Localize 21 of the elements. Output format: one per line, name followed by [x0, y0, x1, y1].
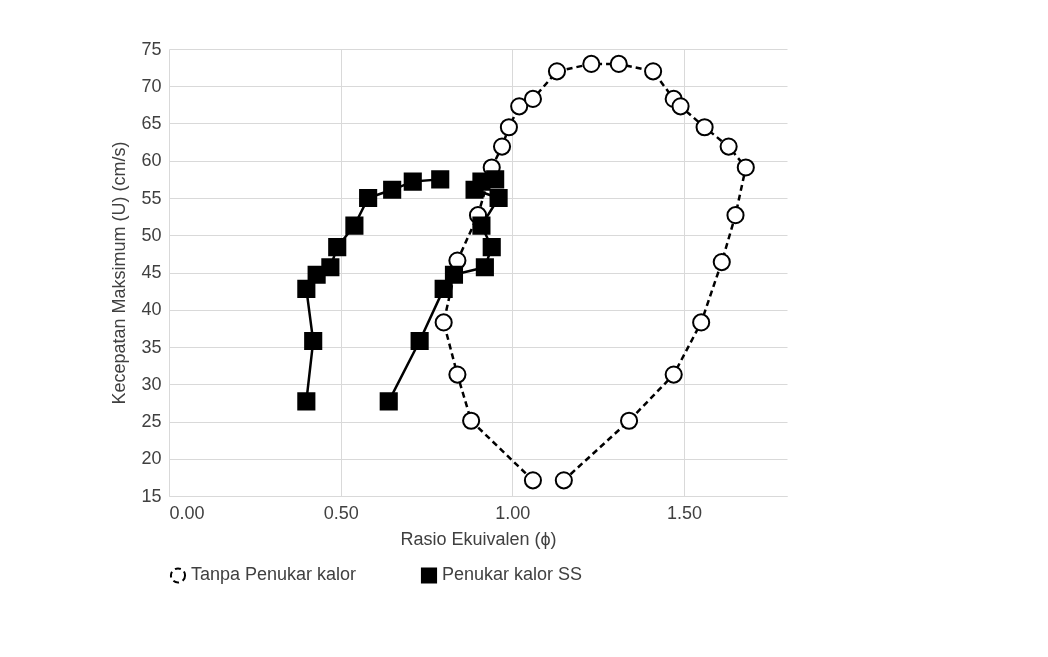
y-tick-label: 15 — [141, 485, 162, 506]
y-tick-label: 35 — [141, 336, 162, 357]
y-tick-label: 25 — [141, 411, 162, 431]
x-tick-label: 0.50 — [323, 502, 359, 523]
x-tick-label: 0.00 — [169, 502, 205, 523]
y-tick-label: 55 — [141, 187, 162, 208]
y-tick-label: 70 — [141, 75, 162, 96]
y-tick-label: 65 — [141, 113, 162, 133]
legend-label: Penukar kalor SS — [442, 564, 583, 585]
x-tick-label: 1.50 — [666, 502, 703, 523]
x-axis-title: Rasio Ekuivalen (ϕ) — [400, 528, 557, 549]
y-tick-label: 20 — [141, 448, 162, 469]
legend-label: Tanpa Penukar kalor — [191, 564, 357, 585]
y-axis-title: Kecepatan Maksimum (U) (cm/s) — [109, 141, 130, 405]
x-tick-label: 1.00 — [495, 502, 531, 523]
y-tick-label: 30 — [141, 373, 162, 394]
y-tick-label: 40 — [141, 299, 162, 320]
y-tick-label: 60 — [141, 150, 162, 171]
y-tick-label: 75 — [141, 38, 162, 59]
y-tick-label: 45 — [141, 262, 162, 282]
y-tick-label: 50 — [141, 224, 162, 245]
